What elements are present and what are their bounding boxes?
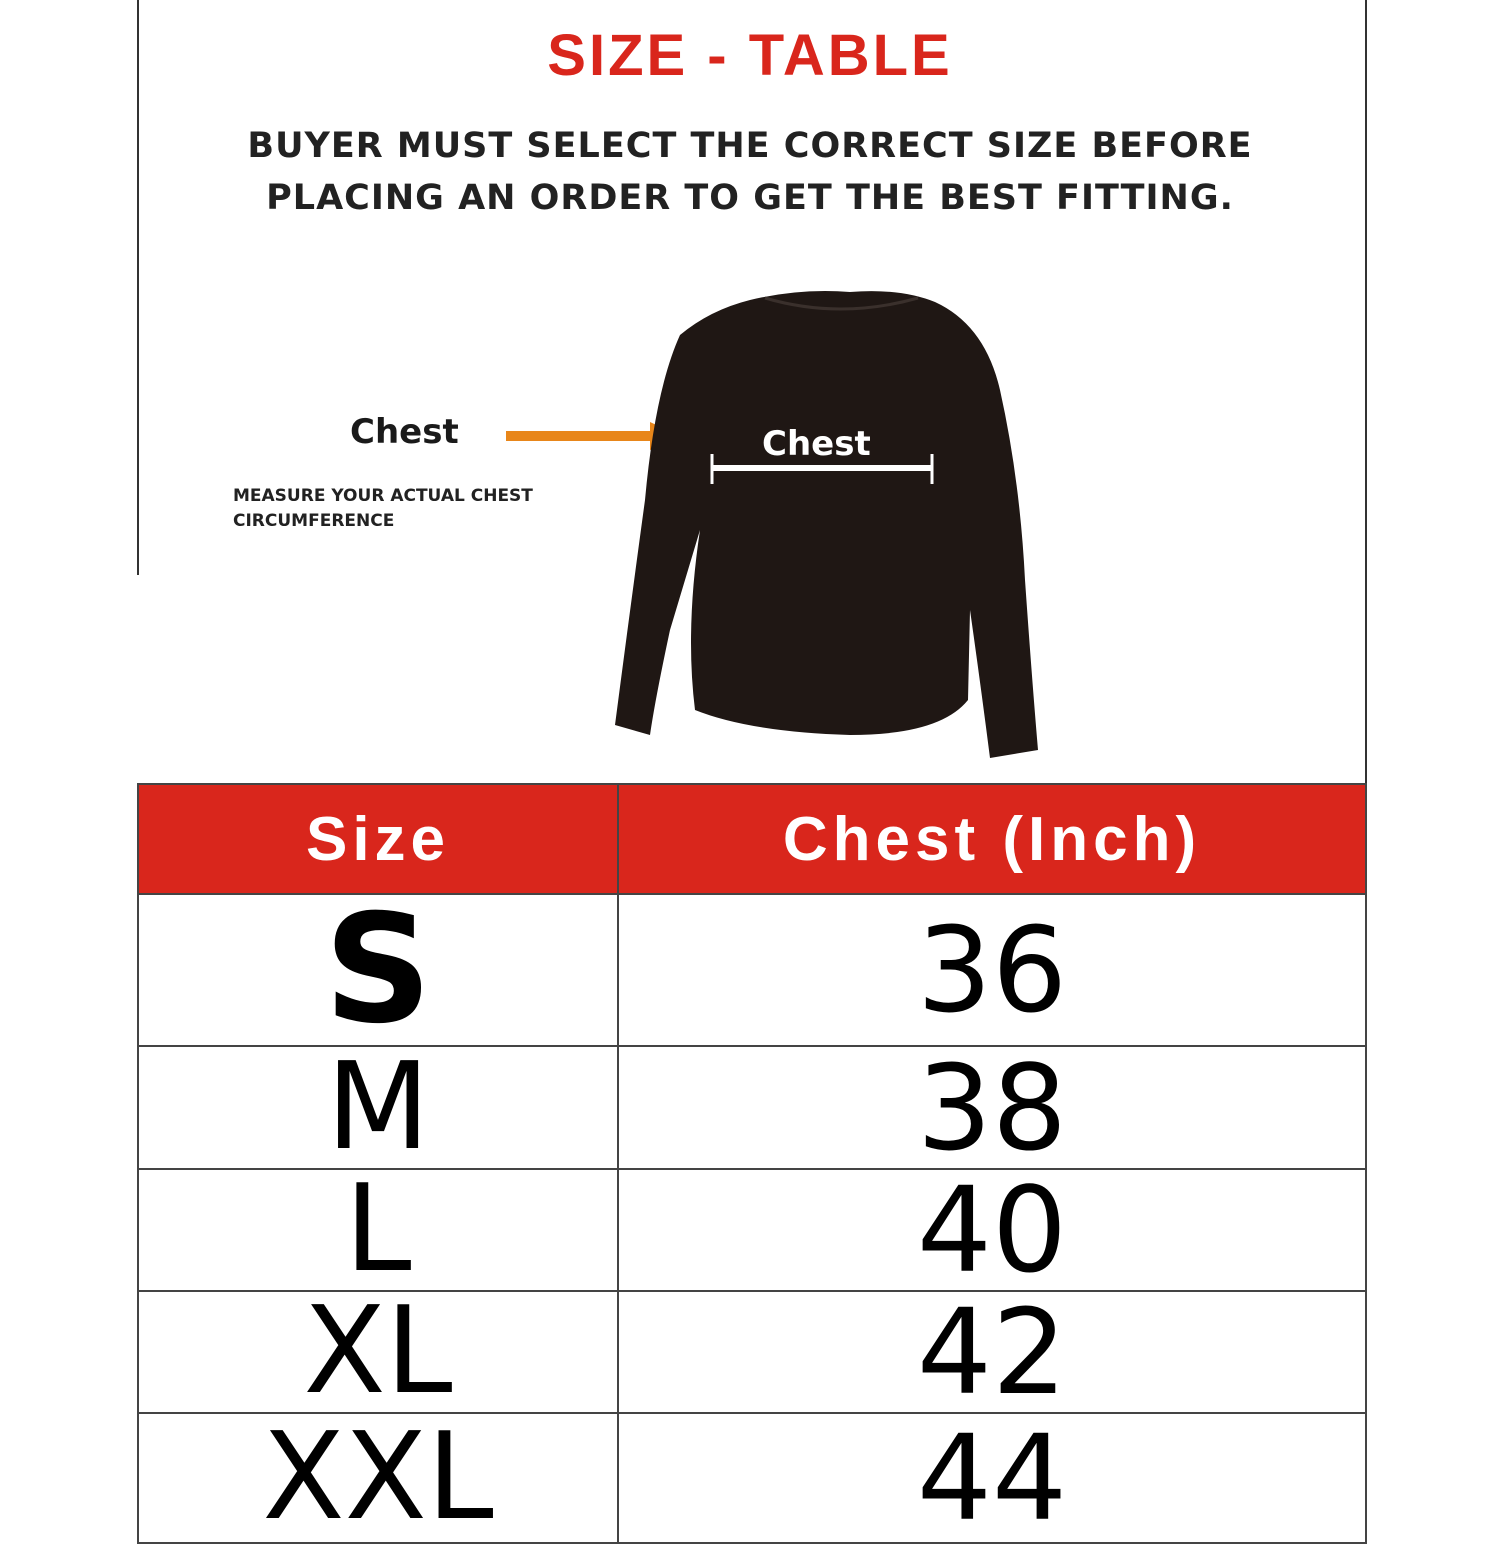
size-notice: BUYER MUST SELECT THE CORRECT SIZE BEFOR… — [150, 120, 1350, 224]
size-table: Size Chest (Inch) S 36 M 38 L 40 XL 42 X… — [137, 783, 1367, 1544]
shirt-illustration — [615, 291, 1038, 758]
instruction-line: CIRCUMFERENCE — [233, 511, 395, 531]
size-cell: XXL — [137, 1412, 619, 1544]
table-row: L 40 — [137, 1168, 1367, 1292]
header-size: Size — [137, 783, 619, 895]
table-header-row: Size Chest (Inch) — [137, 783, 1367, 895]
notice-line: PLACING AN ORDER TO GET THE BEST FITTING… — [266, 178, 1234, 218]
size-cell: M — [137, 1045, 619, 1170]
table-row: XXL 44 — [137, 1412, 1367, 1544]
page-title: SIZE - TABLE — [547, 23, 953, 88]
notice-line: BUYER MUST SELECT THE CORRECT SIZE BEFOR… — [247, 126, 1253, 166]
chest-cell: 44 — [617, 1412, 1367, 1544]
table-row: S 36 — [137, 893, 1367, 1047]
shirt-chest-label: Chest — [762, 424, 871, 464]
table-row: M 38 — [137, 1045, 1367, 1170]
chest-label: Chest — [350, 412, 459, 452]
size-cell: S — [137, 893, 619, 1047]
right-border — [1365, 0, 1367, 785]
chest-cell: 38 — [617, 1045, 1367, 1170]
size-cell: L — [137, 1168, 619, 1292]
chest-cell: 42 — [617, 1290, 1367, 1414]
measure-instruction: MEASURE YOUR ACTUAL CHEST CIRCUMFERENCE — [233, 484, 533, 534]
chest-cell: 40 — [617, 1168, 1367, 1292]
left-border — [137, 0, 139, 575]
instruction-line: MEASURE YOUR ACTUAL CHEST — [233, 486, 533, 506]
table-row: XL 42 — [137, 1290, 1367, 1414]
header-chest: Chest (Inch) — [617, 783, 1367, 895]
size-cell: XL — [137, 1290, 619, 1414]
chest-cell: 36 — [617, 893, 1367, 1047]
